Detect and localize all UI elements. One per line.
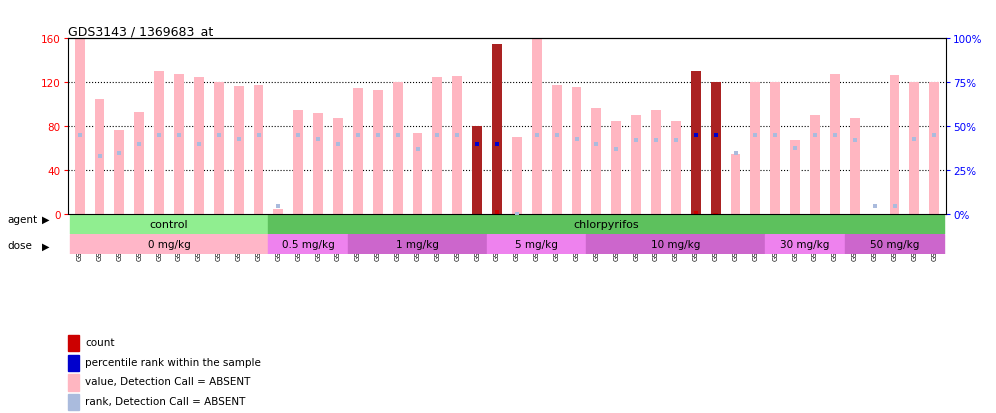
Bar — [487, 235, 587, 254]
Bar — [552, 85, 562, 215]
Bar — [214, 83, 224, 215]
Text: 10 mg/kg: 10 mg/kg — [651, 239, 700, 249]
Bar — [70, 215, 269, 235]
Bar — [269, 215, 944, 235]
Bar — [587, 235, 765, 254]
Bar — [373, 91, 382, 215]
Bar — [889, 76, 899, 215]
Bar — [631, 116, 641, 215]
Text: 5 mg/kg: 5 mg/kg — [515, 239, 558, 249]
Bar — [70, 235, 269, 254]
Bar — [174, 74, 184, 215]
Bar — [909, 83, 919, 215]
Bar — [432, 78, 442, 215]
Bar — [790, 140, 800, 215]
Bar — [68, 355, 79, 371]
Text: 0.5 mg/kg: 0.5 mg/kg — [282, 239, 335, 249]
Bar — [765, 235, 845, 254]
Text: control: control — [149, 220, 188, 230]
Text: 0 mg/kg: 0 mg/kg — [147, 239, 190, 249]
Bar — [651, 111, 661, 215]
Bar — [671, 121, 681, 215]
Bar — [492, 45, 502, 215]
Text: ▶: ▶ — [42, 241, 50, 251]
Bar — [730, 154, 740, 215]
Bar — [693, 211, 698, 215]
Text: GDS3143 / 1369683_at: GDS3143 / 1369683_at — [68, 25, 213, 38]
Text: 50 mg/kg: 50 mg/kg — [870, 239, 919, 249]
Text: agent: agent — [7, 215, 37, 225]
Bar — [75, 39, 85, 215]
Bar — [274, 209, 284, 215]
Text: count: count — [86, 337, 115, 347]
Bar — [95, 100, 105, 215]
Bar — [134, 113, 144, 215]
Bar — [194, 78, 204, 215]
Bar — [845, 235, 944, 254]
Bar — [850, 118, 860, 215]
Bar — [68, 335, 79, 351]
Text: 1 mg/kg: 1 mg/kg — [396, 239, 439, 249]
Bar — [750, 83, 760, 215]
Text: dose: dose — [7, 241, 32, 251]
Bar — [353, 89, 363, 215]
Bar — [810, 116, 820, 215]
Bar — [269, 235, 348, 254]
Bar — [452, 76, 462, 215]
Text: rank, Detection Call = ABSENT: rank, Detection Call = ABSENT — [86, 396, 246, 406]
Bar — [333, 118, 343, 215]
Bar — [713, 213, 718, 215]
Text: percentile rank within the sample: percentile rank within the sample — [86, 357, 261, 367]
Bar — [691, 72, 701, 215]
Bar — [254, 85, 264, 215]
Text: 30 mg/kg: 30 mg/kg — [781, 239, 830, 249]
Bar — [348, 235, 487, 254]
Bar — [532, 39, 542, 215]
Bar — [234, 86, 244, 215]
Text: chlorpyrifos: chlorpyrifos — [574, 220, 639, 230]
Bar — [392, 83, 402, 215]
Bar — [770, 83, 780, 215]
Text: value, Detection Call = ABSENT: value, Detection Call = ABSENT — [86, 377, 251, 387]
Text: ▶: ▶ — [42, 215, 50, 225]
Bar — [313, 114, 323, 215]
Bar — [293, 111, 303, 215]
Bar — [68, 375, 79, 391]
Bar — [830, 74, 840, 215]
Bar — [711, 83, 721, 215]
Bar — [412, 134, 422, 215]
Bar — [495, 210, 499, 215]
Bar — [68, 394, 79, 410]
Bar — [154, 72, 164, 215]
Bar — [929, 83, 939, 215]
Bar — [472, 127, 482, 215]
Bar — [512, 138, 522, 215]
Bar — [572, 88, 582, 215]
Bar — [612, 121, 622, 215]
Bar — [115, 131, 124, 215]
Bar — [592, 109, 602, 215]
